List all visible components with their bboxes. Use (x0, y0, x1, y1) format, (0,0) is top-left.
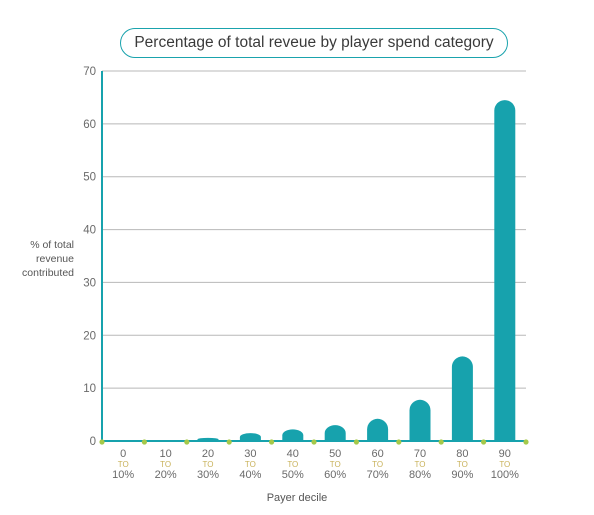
category-separator-dot-1 (141, 439, 147, 445)
category-separator-dot-7 (396, 439, 402, 445)
x-tick-label-from-7: 70 (414, 448, 426, 460)
x-tick-label-to-7: 80% (409, 469, 431, 481)
x-tick-label-from-5: 50 (329, 448, 341, 460)
bar-3 (239, 433, 261, 441)
x-tick-label-to-word-9: TO (499, 460, 510, 469)
x-tick-label-to-word-6: TO (372, 460, 383, 469)
y-tick-label-10: 10 (83, 383, 96, 395)
category-separator-dot-4 (269, 439, 275, 445)
x-tick-label-to-word-7: TO (415, 460, 426, 469)
category-separator-dot-10 (523, 439, 529, 445)
x-tick-label-from-4: 40 (287, 448, 299, 460)
y-tick-label-50: 50 (83, 172, 96, 184)
y-axis-label-line-3: contributed (22, 267, 74, 279)
x-tick-label-to-word-0: TO (118, 460, 129, 469)
x-tick-label-to-9: 100% (491, 469, 519, 481)
x-tick-label-to-5: 60% (324, 469, 346, 481)
category-separator-dot-5 (311, 439, 317, 445)
category-separator-dot-3 (226, 439, 232, 445)
x-axis-label: Payer decile (266, 492, 328, 504)
category-separator-dot-0 (99, 439, 105, 445)
bar-0 (112, 440, 134, 441)
y-axis-label: % of total revenue contributed (4, 238, 74, 280)
x-tick-label-to-word-3: TO (245, 460, 256, 469)
x-tick-label-to-4: 50% (282, 469, 304, 481)
y-axis-label-line-1: % of total (30, 239, 74, 251)
y-tick-label-20: 20 (83, 330, 96, 342)
category-separator-dot-2 (184, 439, 190, 445)
category-separator-dot-9 (481, 439, 487, 445)
x-tick-label-to-3: 40% (239, 469, 261, 481)
y-axis-label-line-2: revenue (36, 253, 74, 265)
category-separator-dot-6 (353, 439, 359, 445)
bar-7 (409, 399, 431, 441)
bar-4 (282, 429, 304, 441)
x-tick-label-from-9: 90 (499, 448, 511, 460)
y-tick-label-40: 40 (83, 225, 96, 237)
x-tick-label-to-word-2: TO (203, 460, 214, 469)
x-tick-label-from-3: 30 (244, 448, 256, 460)
bar-6 (367, 418, 389, 441)
x-tick-label-to-word-8: TO (457, 460, 468, 469)
x-tick-label-from-6: 60 (371, 448, 383, 460)
category-separator-dot-8 (438, 439, 444, 445)
bar-5 (324, 425, 346, 441)
bar-8 (451, 356, 473, 441)
chart-title: Percentage of total reveue by player spe… (120, 28, 508, 58)
y-tick-label-0: 0 (90, 436, 96, 448)
x-tick-label-from-1: 10 (159, 448, 171, 460)
y-tick-label-70: 70 (83, 66, 96, 78)
bar-1 (155, 440, 177, 441)
x-tick-label-to-2: 30% (197, 469, 219, 481)
x-tick-label-from-0: 0 (120, 448, 126, 460)
y-tick-label-60: 60 (83, 119, 96, 131)
x-tick-label-from-8: 80 (456, 448, 468, 460)
x-tick-label-to-1: 20% (155, 469, 177, 481)
x-tick-label-to-word-4: TO (287, 460, 298, 469)
x-tick-label-from-2: 20 (202, 448, 214, 460)
x-tick-label-to-8: 90% (451, 469, 473, 481)
x-tick-label-to-6: 70% (367, 469, 389, 481)
bar-2 (197, 437, 219, 441)
x-tick-label-to-word-5: TO (330, 460, 341, 469)
y-tick-label-30: 30 (83, 277, 96, 289)
bar-9 (494, 100, 516, 442)
x-tick-label-to-word-1: TO (160, 460, 171, 469)
x-tick-label-to-0: 10% (112, 469, 134, 481)
